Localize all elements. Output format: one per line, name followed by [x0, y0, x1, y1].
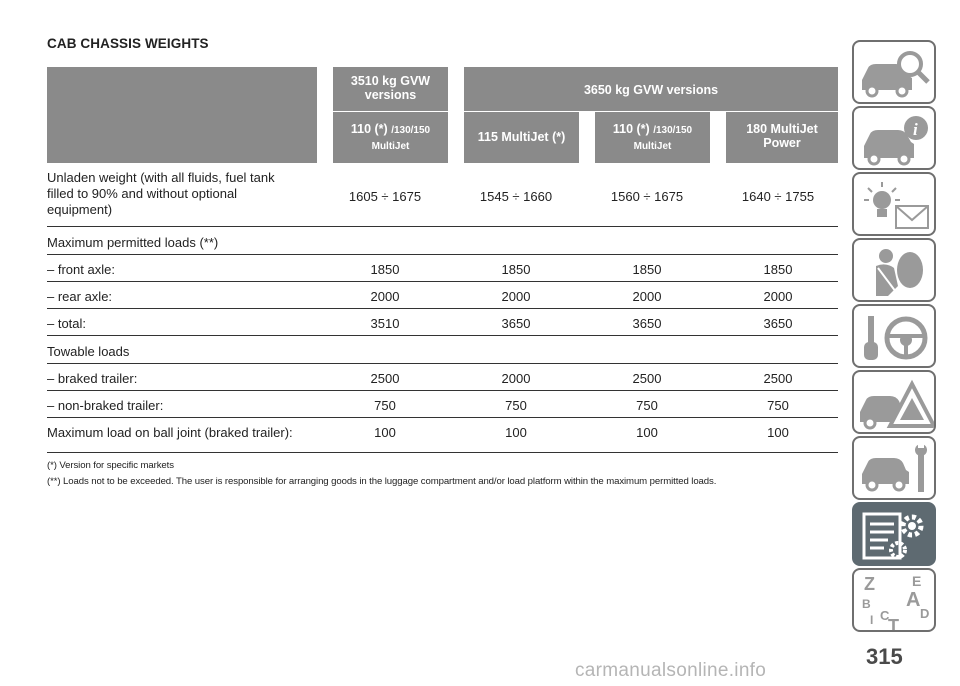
row-label: – total:	[47, 316, 87, 331]
index-letter: A	[906, 589, 920, 611]
row-divider	[47, 308, 838, 309]
row-divider	[47, 254, 838, 255]
sidebar-tab-safety[interactable]	[852, 238, 936, 302]
table-cell: 2000	[632, 289, 662, 304]
footnote-version: (*) Version for specific markets	[47, 460, 174, 471]
row-label: – rear axle:	[47, 289, 113, 304]
key-steering-wheel-icon	[864, 316, 928, 360]
warning-light-envelope-icon	[864, 182, 929, 229]
header-col-3-engine: 110 (*)	[612, 122, 654, 136]
page-title: CAB CHASSIS WEIGHTS	[47, 36, 209, 51]
header-col-3-variants: /130/150	[653, 125, 693, 136]
row-divider	[47, 417, 838, 418]
sidebar-tab-starting-driving[interactable]	[852, 304, 936, 368]
table-cell: 2000	[763, 289, 793, 304]
svg-text:i: i	[913, 120, 918, 139]
row-label: – non-braked trailer:	[47, 398, 164, 413]
sidebar-tab-car-info[interactable]: i	[852, 106, 936, 170]
car-magnifier-icon	[862, 51, 930, 98]
table-cell: 3650	[501, 316, 531, 331]
header-col-1: 110 (*) /130/150 MultiJet	[333, 112, 448, 163]
header-col-1-type: MultiJet	[371, 141, 410, 152]
index-letter: E	[912, 573, 921, 589]
table-bottom-rule	[47, 452, 838, 453]
row-divider	[47, 226, 838, 227]
index-letter: Z	[864, 574, 875, 594]
table-cell: 1850	[501, 262, 531, 277]
car-breakdown-warning-icon	[860, 379, 934, 430]
header-col-4-line1: 180 MultiJet	[746, 122, 818, 136]
seatbelt-airbag-icon	[876, 249, 923, 296]
row-divider	[47, 390, 838, 391]
header-col-2-label: 115 MultiJet (*)	[477, 130, 566, 144]
watermark: carmanualsonline.info	[575, 660, 767, 681]
row-label: Maximum load on ball joint (braked trail…	[47, 425, 293, 440]
table-cell: 2500	[763, 371, 793, 386]
table-row-unladen-weight: Unladen weight (with all fluids, fuel ta…	[47, 170, 838, 224]
table-cell: 100	[636, 425, 658, 440]
table-cell: 750	[636, 398, 658, 413]
table-cell: 3650	[763, 316, 793, 331]
row-divider	[47, 335, 838, 336]
row-label: Towable loads	[47, 344, 130, 359]
car-info-icon: i	[864, 116, 928, 166]
page-number: 315	[866, 644, 903, 669]
index-letter: C	[880, 608, 890, 623]
header-col-1-engine: 110 (*)	[350, 122, 392, 136]
table-cell: 3650	[632, 316, 662, 331]
sidebar-tab-technical-data[interactable]	[852, 502, 936, 566]
table-cell: 1605 ÷ 1675	[348, 189, 422, 204]
header-col-3-type: MultiJet	[633, 141, 672, 152]
table-cell: 750	[374, 398, 396, 413]
sidebar-tab-car-magnifier[interactable]	[852, 40, 936, 104]
table-cell: 100	[767, 425, 789, 440]
header-group-3510-label: 3510 kg GVW versions	[350, 74, 431, 102]
row-divider	[47, 281, 838, 282]
index-letter: T	[888, 616, 899, 632]
sidebar-tab-index[interactable]: Z E B A C D I T	[852, 568, 936, 632]
table-cell: 2500	[632, 371, 662, 386]
footnote-loads: (**) Loads not to be exceeded. The user …	[47, 476, 717, 487]
header-group-3510: 3510 kg GVW versions	[333, 67, 448, 111]
index-letter: B	[862, 597, 871, 611]
header-col-2: 115 MultiJet (*)	[464, 112, 579, 163]
index-letter: I	[870, 613, 873, 627]
header-col-3: 110 (*) /130/150 MultiJet	[595, 112, 710, 163]
header-col-1-variants: /130/150	[391, 125, 431, 136]
header-col-4: 180 MultiJet Power	[726, 112, 838, 163]
header-empty-cell	[47, 67, 317, 163]
table-cell: 750	[767, 398, 789, 413]
table-cell: 750	[505, 398, 527, 413]
table-cell: 2000	[501, 289, 531, 304]
row-divider	[47, 363, 838, 364]
table-cell: 2500	[370, 371, 400, 386]
table-cell: 100	[374, 425, 396, 440]
table-cell: 1850	[632, 262, 662, 277]
row-label: Unladen weight (with all fluids, fuel ta…	[47, 170, 275, 217]
sidebar-tab-servicing[interactable]	[852, 436, 936, 500]
table-cell: 1850	[370, 262, 400, 277]
table-cell: 100	[505, 425, 527, 440]
table-cell: 1850	[763, 262, 793, 277]
technical-data-gear-icon	[862, 512, 924, 560]
car-service-tools-icon	[862, 443, 927, 492]
table-cell: 2000	[370, 289, 400, 304]
header-group-3650: 3650 kg GVW versions	[464, 67, 838, 111]
table-cell: 1640 ÷ 1755	[741, 189, 815, 204]
table-cell: 1545 ÷ 1660	[479, 189, 553, 204]
row-label: – braked trailer:	[47, 371, 138, 386]
table-cell: 3510	[370, 316, 400, 331]
alphabetical-index-icon: Z E B A C D I T	[862, 573, 929, 632]
sidebar-tab-warning-lights[interactable]	[852, 172, 936, 236]
header-group-3650-label: 3650 kg GVW versions	[583, 83, 719, 97]
table-cell: 1560 ÷ 1675	[610, 189, 684, 204]
table-cell: 2000	[501, 371, 531, 386]
sidebar-tab-emergency[interactable]	[852, 370, 936, 434]
row-label: Maximum permitted loads (**)	[47, 235, 219, 250]
row-label: – front axle:	[47, 262, 115, 277]
index-letter: D	[920, 606, 929, 621]
header-col-4-line2: Power	[763, 136, 801, 150]
